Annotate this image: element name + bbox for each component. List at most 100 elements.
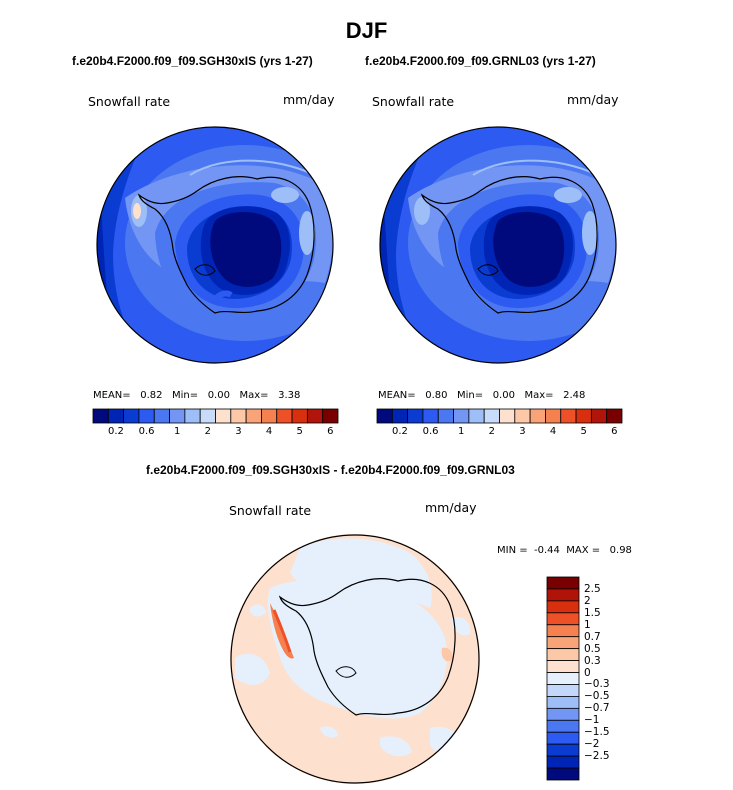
colorbar-swatch	[184, 408, 201, 424]
colorbar-swatch	[276, 408, 293, 424]
colorbar-swatch	[215, 408, 232, 424]
colorbar-swatch	[546, 672, 580, 685]
colorbar-swatch	[560, 408, 577, 424]
colorbar-swatch	[291, 408, 308, 424]
colorbar-tick-label: 0.5	[584, 642, 601, 655]
colorbar-tick-label: −1.5	[584, 726, 610, 739]
difference-colorbar-ticks: 2.5 2 1.5 1 0.7 0.5 0.3 0 −0.3 −0.5 −0.7 −1 −1.5 −2 −2…	[580, 577, 630, 780]
left-units-label: mm/day	[283, 92, 335, 107]
colorbar-swatch	[437, 408, 454, 424]
colorbar-tick-label: −1	[584, 714, 600, 727]
colorbar-tick-label: −0.7	[584, 702, 610, 715]
right-stats: MEAN= 0.80 Min= 0.00 Max= 2.48	[378, 390, 586, 401]
colorbar-swatch	[230, 408, 247, 424]
colorbar-tick-label: 2	[204, 426, 212, 437]
colorbar-swatch	[546, 636, 580, 650]
colorbar-swatch	[575, 408, 592, 424]
right-case-title: f.e20b4.F2000.f09_f09.GRNL03 (yrs 1-27)	[365, 54, 596, 68]
left-case-title: f.e20b4.F2000.f09_f09.SGH30xIS (yrs 1-27…	[72, 54, 313, 68]
colorbar-swatch	[546, 707, 580, 721]
colorbar-tick-label: 0	[584, 666, 591, 679]
colorbar-swatch	[546, 755, 580, 769]
colorbar-swatch	[546, 767, 580, 781]
colorbar-swatch	[153, 408, 170, 424]
colorbar-swatch	[453, 408, 470, 424]
colorbar-swatch	[245, 408, 262, 424]
difference-units-label: mm/day	[425, 500, 477, 515]
colorbar-swatch	[376, 408, 393, 424]
colorbar-tick-label: 6	[327, 426, 334, 437]
colorbar-swatch	[514, 408, 531, 424]
colorbar-swatch	[546, 576, 580, 590]
right-variable-label: Snowfall rate	[372, 94, 455, 109]
colorbar-swatch	[546, 612, 580, 626]
colorbar-swatch	[546, 731, 580, 745]
left-colorbar	[92, 408, 339, 424]
colorbar-tick-label: 1	[458, 426, 465, 437]
colorbar-swatch	[92, 408, 109, 424]
colorbar-swatch	[546, 719, 580, 733]
figure-title: DJF	[345, 18, 388, 43]
colorbar-tick-label: 3	[519, 426, 526, 437]
colorbar-tick-label: −2	[584, 738, 600, 751]
colorbar-swatch	[107, 408, 125, 424]
colorbar-swatch	[546, 600, 580, 614]
colorbar-tick-label: 2.5	[584, 582, 601, 595]
colorbar-tick-label: 0.6	[138, 426, 155, 437]
colorbar-tick-label: 1.5	[584, 606, 601, 619]
difference-case-title: f.e20b4.F2000.f09_f09.SGH30xIS - f.e20b4…	[146, 463, 515, 477]
colorbar-tick-label: −2.5	[584, 750, 610, 763]
colorbar-swatch	[391, 408, 409, 424]
colorbar-swatch	[546, 696, 580, 709]
colorbar-tick-label: 0.6	[422, 426, 439, 437]
right-colorbar-ticks: 0.2 0.6 1 2 3 4 5 6	[377, 426, 622, 440]
colorbar-swatch	[306, 408, 324, 424]
colorbar-swatch	[546, 624, 580, 638]
left-variable-label: Snowfall rate	[88, 94, 171, 109]
colorbar-swatch	[529, 408, 546, 424]
colorbar-tick-label: 4	[549, 426, 557, 437]
colorbar-swatch	[545, 408, 562, 424]
difference-colorbar	[546, 576, 580, 781]
colorbar-swatch	[422, 408, 439, 424]
colorbar-tick-label: 1	[174, 426, 181, 437]
colorbar-tick-label: 2	[584, 594, 591, 607]
colorbar-tick-label: 1	[584, 618, 591, 631]
colorbar-tick-label: 0.2	[392, 426, 408, 437]
right-units-label: mm/day	[567, 92, 619, 107]
left-colorbar-ticks: 0.2 0.6 1 2 3 4 5 6	[93, 426, 338, 440]
left-snowfall-map	[96, 126, 334, 364]
colorbar-swatch	[261, 408, 278, 424]
difference-stats: MIN = -0.44 MAX = 0.98	[497, 545, 632, 556]
colorbar-tick-label: 0.3	[584, 654, 601, 667]
colorbar-swatch	[407, 408, 424, 424]
left-stats: MEAN= 0.82 Min= 0.00 Max= 3.38	[93, 390, 301, 401]
colorbar-swatch	[322, 408, 339, 424]
colorbar-tick-label: 0.2	[108, 426, 124, 437]
colorbar-swatch	[546, 648, 580, 661]
colorbar-tick-label: 5	[580, 426, 587, 437]
colorbar-swatch	[546, 660, 580, 673]
colorbar-tick-label: −0.3	[584, 678, 610, 691]
colorbar-swatch	[169, 408, 186, 424]
colorbar-swatch	[590, 408, 608, 424]
colorbar-swatch	[546, 743, 580, 757]
colorbar-tick-label: 5	[296, 426, 303, 437]
colorbar-swatch	[483, 408, 500, 424]
colorbar-swatch	[499, 408, 516, 424]
colorbar-swatch	[606, 408, 623, 424]
difference-variable-label: Snowfall rate	[229, 503, 312, 518]
colorbar-tick-label: 6	[611, 426, 618, 437]
difference-map	[230, 534, 480, 784]
colorbar-swatch	[468, 408, 485, 424]
colorbar-swatch	[546, 588, 580, 602]
right-colorbar	[376, 408, 623, 424]
colorbar-tick-label: 2	[488, 426, 496, 437]
colorbar-swatch	[138, 408, 155, 424]
colorbar-tick-label: 3	[235, 426, 242, 437]
colorbar-swatch	[123, 408, 140, 424]
right-snowfall-map	[379, 126, 617, 364]
colorbar-swatch	[546, 684, 580, 697]
colorbar-tick-label: −0.5	[584, 690, 610, 703]
colorbar-tick-label: 4	[265, 426, 273, 437]
